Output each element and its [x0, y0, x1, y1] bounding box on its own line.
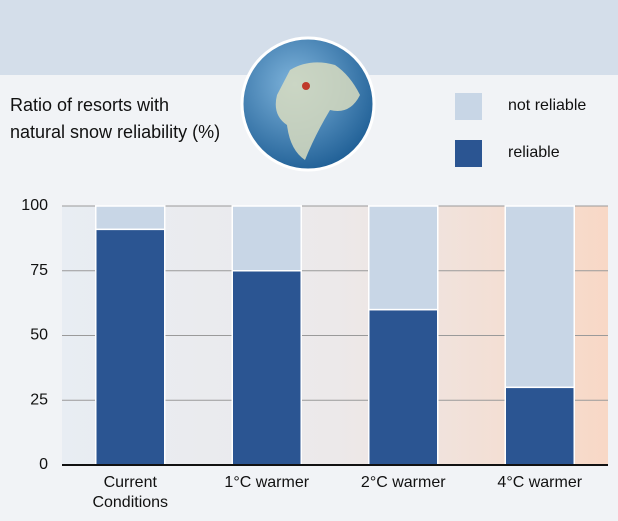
x-tick-label: 1°C warmer: [224, 474, 310, 491]
bar-segment: [95, 205, 166, 231]
x-tick-label: 2°C warmer: [360, 474, 446, 491]
bar-segment: [231, 270, 302, 466]
bar-segment: [95, 228, 166, 466]
y-tick-label: 75: [30, 262, 48, 279]
x-tick-label: Current Conditions: [92, 474, 169, 511]
y-tick-label: 100: [21, 197, 48, 214]
chart-title: Ratio of resorts with natural snow relia…: [10, 95, 221, 142]
globe-pin: [302, 82, 310, 90]
x-tick-label: 4°C warmer: [497, 474, 583, 491]
y-tick-label: 25: [30, 391, 48, 408]
legend-swatch: [455, 140, 482, 167]
legend-swatch: [455, 93, 482, 120]
bar-segment: [504, 205, 575, 389]
bar-segment: [368, 205, 439, 311]
y-tick-label: 50: [30, 327, 48, 344]
y-tick-label: 0: [39, 456, 48, 473]
bar-segment: [368, 308, 439, 466]
bar-segment: [231, 205, 302, 272]
globe-land: [275, 62, 360, 160]
bar-segment: [504, 386, 575, 466]
legend-label: reliable: [508, 144, 560, 161]
legend-label: not reliable: [508, 97, 586, 114]
